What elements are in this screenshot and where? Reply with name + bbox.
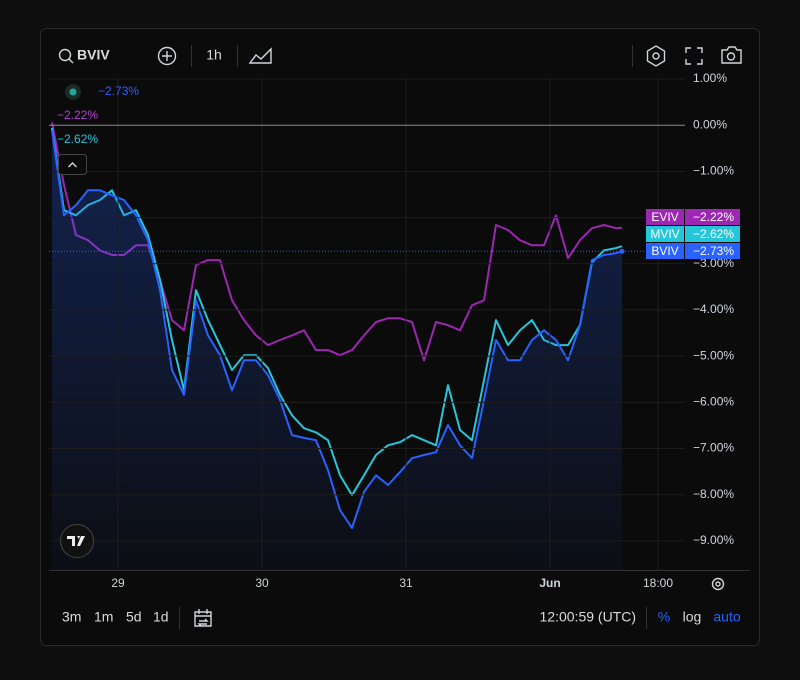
compare-button[interactable]	[157, 46, 177, 66]
chart-type-button[interactable]	[248, 47, 272, 64]
axis-series-name: MVIV	[650, 227, 679, 241]
settings-dot	[652, 52, 660, 60]
y-tick-label: −5.00%	[693, 348, 734, 362]
search-icon-handle	[68, 58, 74, 64]
x-tick-label: 31	[399, 576, 413, 590]
collapse-arrow	[68, 162, 77, 168]
legend: −2.73% −2.22% −2.62%	[57, 84, 139, 175]
date-range-button[interactable]	[194, 609, 212, 627]
axis-label-bg	[685, 209, 740, 225]
log-mode[interactable]: log	[683, 609, 702, 625]
axis-last-value: −2.22%	[693, 210, 734, 224]
y-tick-label: −1.00%	[693, 164, 734, 178]
x-tick-label: 29	[111, 576, 125, 590]
logo	[60, 524, 94, 558]
last-value-dot	[619, 248, 625, 254]
y-tick-label: −6.00%	[693, 395, 734, 409]
axis-settings[interactable]	[711, 577, 725, 591]
series-line	[51, 130, 623, 529]
y-tick-label: −9.00%	[693, 533, 734, 547]
bottom-toolbar: 3m 1m 5d 1d 12:00:59 (UTC) % log auto	[62, 607, 741, 629]
interval[interactable]: 1h	[206, 47, 222, 63]
range[interactable]: 1m	[94, 609, 113, 625]
axis-last-value: −2.73%	[693, 244, 734, 258]
y-tick-label: 1.00%	[693, 71, 727, 85]
collapse-button[interactable]	[58, 154, 87, 175]
legend-value: −2.73%	[98, 84, 139, 98]
top-toolbar: BVIV 1h	[58, 45, 742, 67]
x-tick-label: Jun	[539, 576, 560, 590]
range[interactable]: 1d	[153, 609, 169, 625]
y-tick-label: 0.00%	[693, 117, 727, 131]
axis-series-name: BVIV	[651, 244, 678, 258]
settings-button[interactable]	[646, 45, 666, 67]
clock: 12:00:59 (UTC)	[540, 609, 636, 625]
axis-last-value: −2.62%	[693, 227, 734, 241]
screenshot-button[interactable]	[721, 46, 742, 64]
range[interactable]: 5d	[126, 609, 142, 625]
legend-value: −2.22%	[57, 108, 98, 122]
y-tick-label: −4.00%	[693, 302, 734, 316]
screenshot-lens	[726, 52, 736, 61]
logo-mark	[67, 536, 85, 546]
y-tick-label: −8.00%	[693, 487, 734, 501]
series-area	[52, 130, 622, 570]
axis-label-bg	[646, 243, 684, 259]
x-tick-label: 18:00	[643, 576, 673, 590]
compare-plus	[162, 51, 172, 61]
x-tick-label: 30	[255, 576, 269, 590]
search-icon[interactable]	[58, 48, 72, 62]
axis-series-name: EVIV	[651, 210, 678, 224]
axis-label-bg	[685, 243, 740, 259]
y-tick-label: −7.00%	[693, 441, 734, 455]
auto-mode[interactable]: auto	[713, 609, 740, 625]
range[interactable]: 3m	[62, 609, 81, 625]
plot-area: 293031Jun18:001.00%0.00%−1.00%−2.00%−3.0…	[49, 71, 750, 590]
legend-dot	[69, 88, 77, 96]
axis-settings-dot	[715, 581, 721, 587]
legend-value: −2.62%	[57, 132, 98, 146]
series-layer	[51, 122, 623, 570]
axis-label-bg	[646, 226, 684, 242]
percent-mode[interactable]: %	[658, 609, 670, 625]
symbol[interactable]: BVIV	[77, 47, 110, 63]
axis-label-bg	[685, 226, 740, 242]
fullscreen-button[interactable]	[685, 47, 703, 65]
y-tick-label: −3.00%	[693, 256, 734, 270]
series-line	[51, 127, 623, 497]
axis-label-bg	[646, 209, 684, 225]
